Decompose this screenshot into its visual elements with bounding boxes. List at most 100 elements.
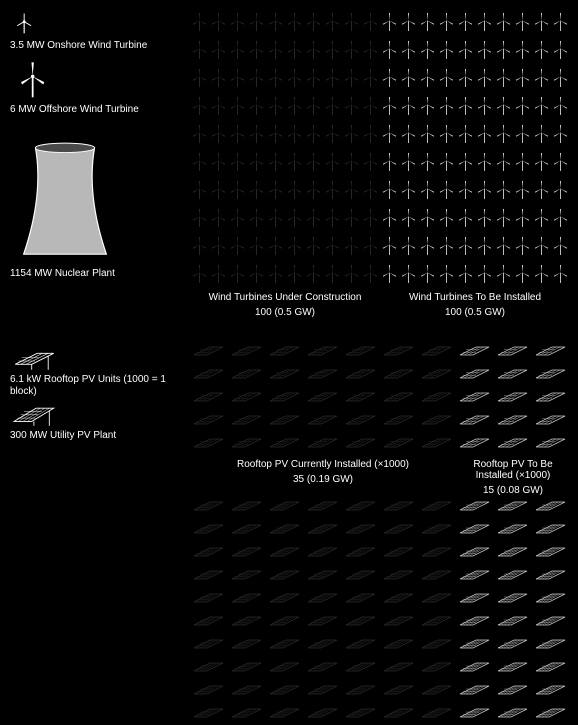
- turbine-unit: [418, 92, 437, 120]
- turbine-unit: [418, 120, 437, 148]
- turbine-unit: [437, 204, 456, 232]
- turbine-unit: [209, 36, 228, 64]
- turbine-unit: [285, 64, 304, 92]
- utility-pv-unit: [228, 610, 266, 633]
- rooftop-pv-unit: [228, 386, 266, 409]
- turbine-unit: [209, 64, 228, 92]
- utility-grid-dark: [190, 495, 456, 725]
- rooftop-pv-unit: [380, 432, 418, 455]
- turbine-unit: [342, 36, 361, 64]
- utility-pv-unit: [380, 702, 418, 725]
- turbine-unit: [418, 260, 437, 288]
- legend: 3.5 MW Onshore Wind Turbine 6 MW Offshor…: [10, 10, 180, 450]
- rooftop-pv-unit: [304, 340, 342, 363]
- turbine-unit: [380, 260, 399, 288]
- turbine-unit: [285, 8, 304, 36]
- utility-pv-unit: [266, 541, 304, 564]
- utility-pv-unit: [456, 564, 494, 587]
- utility-pv-unit: [494, 633, 532, 656]
- utility-pv-unit: [228, 587, 266, 610]
- turbine-unit: [380, 176, 399, 204]
- rooftop-pv-unit: [456, 432, 494, 455]
- legend-onshore-label: 3.5 MW Onshore Wind Turbine: [10, 40, 180, 52]
- utility-pv-unit: [266, 495, 304, 518]
- utility-pv-unit: [342, 564, 380, 587]
- turbine-unit: [209, 176, 228, 204]
- turbine-unit: [342, 8, 361, 36]
- rooftop-pv-unit: [304, 386, 342, 409]
- turbine-unit: [456, 232, 475, 260]
- utility-pv-unit: [342, 518, 380, 541]
- utility-pv-unit: [494, 610, 532, 633]
- turbine-unit: [285, 232, 304, 260]
- turbine-unit: [190, 36, 209, 64]
- turbine-unit: [513, 92, 532, 120]
- utility-pv-unit: [190, 564, 228, 587]
- utility-pv-unit: [190, 587, 228, 610]
- turbine-unit: [361, 92, 380, 120]
- turbine-unit: [456, 64, 475, 92]
- rooftop-pv-unit: [266, 432, 304, 455]
- turbine-unit: [513, 260, 532, 288]
- turbine-unit: [266, 260, 285, 288]
- wind-dark-label1: Wind Turbines Under Construction: [190, 292, 380, 303]
- utility-pv-unit: [418, 564, 456, 587]
- turbine-unit: [266, 232, 285, 260]
- utility-pv-unit: [266, 679, 304, 702]
- turbine-unit: [475, 204, 494, 232]
- utility-pv-unit: [456, 587, 494, 610]
- turbine-unit: [456, 204, 475, 232]
- turbine-unit: [323, 36, 342, 64]
- turbine-unit: [551, 64, 570, 92]
- offshore-turbine-icon: [10, 60, 60, 102]
- turbine-unit: [342, 64, 361, 92]
- utility-pv-unit: [418, 679, 456, 702]
- turbine-unit: [532, 260, 551, 288]
- wind-grid-light: [380, 8, 570, 288]
- rooftop-pv-icon: [10, 350, 60, 372]
- turbine-unit: [361, 120, 380, 148]
- turbine-unit: [437, 148, 456, 176]
- turbine-unit: [266, 36, 285, 64]
- utility-pv-unit: [190, 541, 228, 564]
- utility-pv-unit: [418, 610, 456, 633]
- utility-pv-unit: [190, 495, 228, 518]
- turbine-unit: [228, 92, 247, 120]
- wind-grid-dark: [190, 8, 380, 288]
- utility-pv-unit: [494, 679, 532, 702]
- utility-pv-unit: [228, 702, 266, 725]
- utility-pv-unit: [304, 610, 342, 633]
- turbine-unit: [209, 148, 228, 176]
- legend-utility-label: 300 MW Utility PV Plant: [10, 430, 180, 442]
- turbine-unit: [494, 204, 513, 232]
- utility-pv-unit: [456, 518, 494, 541]
- turbine-unit: [494, 176, 513, 204]
- turbine-unit: [190, 204, 209, 232]
- utility-pv-unit: [418, 587, 456, 610]
- turbine-unit: [513, 8, 532, 36]
- turbine-unit: [323, 232, 342, 260]
- utility-pv-unit: [228, 518, 266, 541]
- utility-pv-unit: [380, 610, 418, 633]
- turbine-unit: [418, 148, 437, 176]
- utility-pv-unit: [304, 656, 342, 679]
- utility-pv-unit: [304, 587, 342, 610]
- turbine-unit: [285, 260, 304, 288]
- utility-pv-unit: [304, 518, 342, 541]
- turbine-unit: [342, 232, 361, 260]
- utility-pv-unit: [304, 702, 342, 725]
- utility-pv-unit: [494, 541, 532, 564]
- turbine-unit: [247, 176, 266, 204]
- rooftop-pv-unit: [228, 340, 266, 363]
- utility-pv-unit: [380, 564, 418, 587]
- turbine-unit: [209, 120, 228, 148]
- rooftop-pv-unit: [342, 432, 380, 455]
- turbine-unit: [304, 64, 323, 92]
- utility-pv-unit: [342, 610, 380, 633]
- turbine-unit: [266, 64, 285, 92]
- rooftop-pv-unit: [190, 340, 228, 363]
- turbine-unit: [342, 92, 361, 120]
- utility-pv-unit: [532, 610, 570, 633]
- turbine-unit: [437, 176, 456, 204]
- rooftop-pv-unit: [342, 363, 380, 386]
